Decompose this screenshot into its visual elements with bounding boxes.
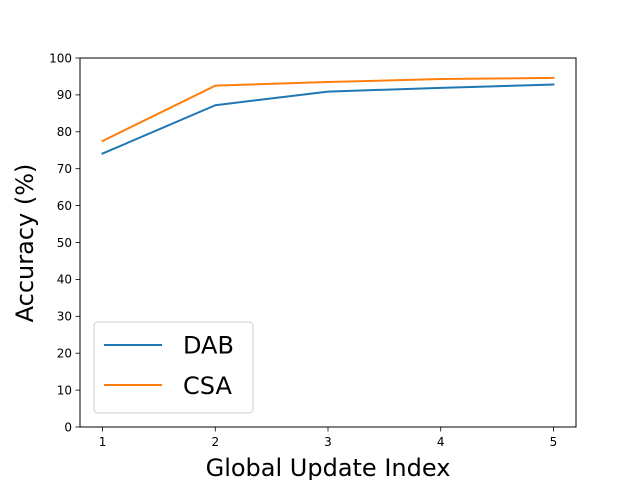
legend: DAB CSA (93, 321, 254, 414)
y-tick-label: 40 (57, 273, 72, 287)
x-tick-label: 2 (211, 435, 219, 449)
y-axis-label: Accuracy (%) (11, 164, 39, 323)
y-tick-label: 90 (57, 88, 72, 102)
x-tick-label: 5 (550, 435, 558, 449)
y-tick-label: 60 (57, 199, 72, 213)
x-tick-label: 3 (324, 435, 332, 449)
series-line-csa (101, 76, 555, 143)
y-tick-label: 100 (49, 51, 72, 65)
y-tick-label: 0 (64, 420, 72, 434)
y-axis-ticks: 0 10 20 30 40 50 60 70 80 90 100 (49, 51, 80, 434)
y-tick-label: 30 (57, 310, 72, 324)
legend-label-dab: DAB (183, 332, 234, 360)
x-axis-label: Global Update Index (206, 454, 451, 480)
y-tick-label: 10 (57, 383, 72, 397)
y-tick-label: 70 (57, 162, 72, 176)
series-line-dab (101, 83, 555, 155)
x-axis-ticks: 1 2 3 4 5 (99, 427, 558, 449)
y-tick-label: 80 (57, 125, 72, 139)
x-tick-label: 4 (437, 435, 445, 449)
legend-label-csa: CSA (183, 372, 232, 400)
y-tick-label: 50 (57, 236, 72, 250)
y-tick-label: 20 (57, 347, 72, 361)
series-layer (101, 76, 555, 155)
x-tick-label: 1 (99, 435, 107, 449)
